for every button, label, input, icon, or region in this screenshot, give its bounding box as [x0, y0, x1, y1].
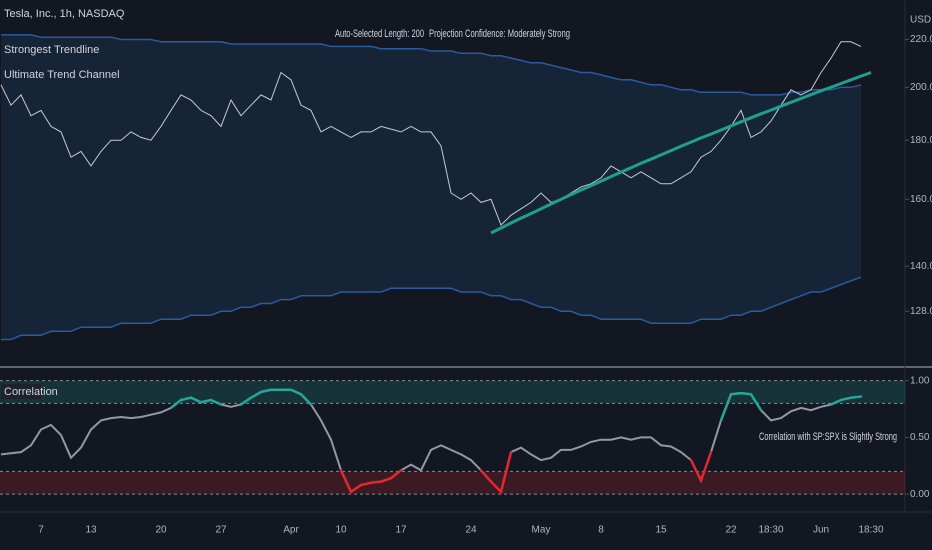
correlation-highlight — [849, 395, 863, 399]
y-tick-label: 1.00 — [910, 375, 930, 386]
correlation-highlight — [479, 469, 493, 483]
correlation-highlight — [179, 396, 193, 402]
y-tick-label: 200.00 — [910, 82, 932, 93]
channel-lower — [1, 276, 862, 341]
correlation-highlight — [239, 396, 253, 406]
correlation-highlight — [349, 483, 363, 494]
x-tick-label: 22 — [725, 525, 737, 536]
correlation-highlight — [249, 390, 263, 399]
correlation-highlight — [169, 398, 183, 410]
x-tick-label: 27 — [215, 525, 227, 536]
y-axis-label: USD — [910, 15, 931, 26]
correlation-highlight — [499, 450, 513, 494]
x-tick-label: 18:30 — [758, 525, 783, 536]
correlation-highlight — [389, 469, 403, 480]
y-tick-label: 160.00 — [910, 194, 932, 205]
chart-title: Tesla, Inc., 1h, NASDAQ — [4, 8, 125, 20]
y-tick-label: 0.50 — [910, 432, 930, 443]
x-tick-label: Apr — [283, 525, 299, 536]
correlation-highlight — [699, 450, 713, 482]
correlation-highlight — [829, 398, 843, 406]
correlation-highlight — [489, 480, 503, 494]
annotation: Correlation with SP:SPX is Slightly Stro… — [759, 431, 897, 443]
correlation-highlight — [369, 480, 383, 485]
x-tick-label: 24 — [465, 525, 477, 536]
correlation-highlight — [299, 393, 313, 406]
x-tick-label: May — [532, 525, 551, 536]
correlation-highlight — [839, 396, 853, 402]
annotation: Auto-Selected Length: 200 — [335, 28, 424, 40]
channel-upper — [1, 34, 862, 96]
x-tick-label: 7 — [38, 525, 44, 536]
y-tick-label: 140.00 — [910, 261, 932, 272]
price-line — [0, 41, 862, 226]
correlation-highlight — [259, 388, 273, 394]
correlation-highlight — [199, 398, 213, 404]
y-tick-label: 180.00 — [910, 135, 932, 146]
x-tick-label: 8 — [598, 525, 604, 536]
correlation-highlight — [739, 391, 753, 396]
x-tick-label: Jun — [813, 525, 829, 536]
band — [0, 471, 905, 495]
y-tick-label: 220.00 — [910, 34, 932, 45]
x-tick-label: 10 — [335, 525, 347, 536]
x-tick-label: 15 — [655, 525, 667, 536]
legend-entry: Ultimate Trend Channel — [4, 69, 120, 81]
correlation-highlight — [359, 481, 373, 487]
x-tick-label: 17 — [395, 525, 407, 536]
channel-fill — [1, 34, 861, 340]
x-tick-label: 18:30 — [858, 525, 883, 536]
pane-title: Correlation — [4, 386, 58, 398]
correlation-highlight — [289, 388, 303, 396]
correlation-highlight — [189, 396, 203, 404]
correlation-highlight — [749, 393, 763, 412]
x-tick-label: 20 — [155, 525, 167, 536]
correlation-highlight — [339, 469, 353, 494]
correlation-highlight — [209, 398, 223, 406]
correlation-highlight — [379, 476, 393, 483]
y-tick-label: 128.00 — [910, 306, 932, 317]
annotation: Projection Confidence: Moderately Strong — [429, 28, 570, 40]
pane-title-bg — [1, 384, 41, 399]
correlation-line — [0, 388, 862, 494]
band — [0, 380, 905, 404]
y-tick-label: 0.00 — [910, 489, 930, 500]
correlation-highlight — [729, 391, 743, 396]
correlation-highlight — [719, 393, 733, 422]
legend-entry: Strongest Trendline — [4, 44, 99, 56]
correlation-highlight — [689, 458, 703, 482]
trendline — [490, 71, 872, 235]
x-tick-label: 13 — [85, 525, 97, 536]
